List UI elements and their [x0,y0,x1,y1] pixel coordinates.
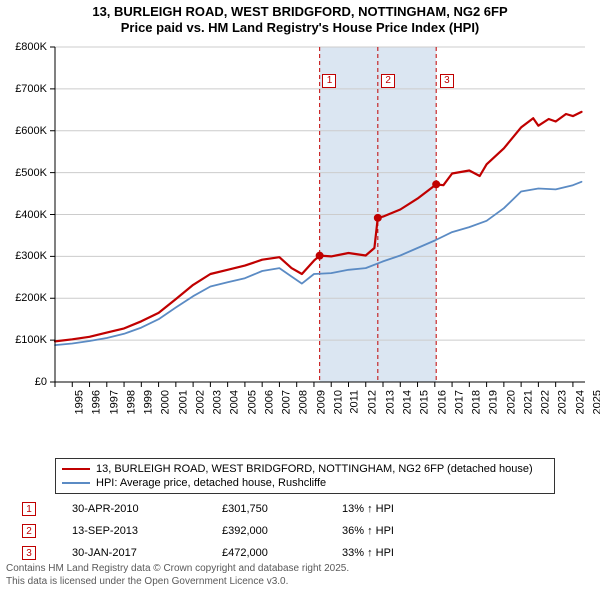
x-tick-label: 2012 [367,390,379,414]
sale-price: £301,750 [222,503,342,515]
x-tick-label: 1997 [108,390,120,414]
x-tick-label: 2009 [315,390,327,414]
sale-date: 30-JAN-2017 [72,547,222,559]
y-tick-label: £700K [0,83,47,95]
x-tick-label: 2005 [246,390,258,414]
y-tick-label: £800K [0,41,47,53]
x-tick-label: 2024 [574,390,586,414]
x-tick-label: 2007 [281,390,293,414]
legend-label: HPI: Average price, detached house, Rush… [96,477,326,489]
footer-line-2: This data is licensed under the Open Gov… [6,576,349,589]
x-tick-label: 2023 [557,390,569,414]
chart-sale-badge: 3 [440,74,454,88]
y-tick-label: £200K [0,292,47,304]
chart-sale-badge: 1 [322,74,336,88]
title-line-1: 13, BURLEIGH ROAD, WEST BRIDGFORD, NOTTI… [0,4,600,20]
legend-item: 13, BURLEIGH ROAD, WEST BRIDGFORD, NOTTI… [62,462,548,476]
sales-table: 1 30-APR-2010£301,75013% ↑ HPI 2 13-SEP-201… [22,498,462,564]
x-tick-label: 2001 [177,390,189,414]
y-tick-label: £0 [0,376,47,388]
sale-row: 1 30-APR-2010£301,75013% ↑ HPI [22,498,462,520]
y-tick-label: £100K [0,334,47,346]
x-tick-label: 2019 [488,390,500,414]
x-tick-label: 2025 [591,390,600,414]
x-tick-label: 2002 [194,390,206,414]
title-line-2: Price paid vs. HM Land Registry's House … [0,20,600,36]
x-tick-label: 1999 [143,390,155,414]
x-tick-label: 2014 [401,390,413,414]
sale-diff: 33% ↑ HPI [342,547,462,559]
x-tick-label: 1995 [73,390,85,414]
sale-price: £392,000 [222,525,342,537]
footer-attribution: Contains HM Land Registry data © Crown c… [6,563,349,588]
y-tick-label: £600K [0,125,47,137]
x-tick-label: 2013 [384,390,396,414]
series-marker [316,252,324,260]
sale-date: 13-SEP-2013 [72,525,222,537]
x-tick-label: 2015 [419,390,431,414]
x-tick-label: 2021 [522,390,534,414]
x-tick-label: 1998 [125,390,137,414]
y-tick-label: £500K [0,167,47,179]
legend: 13, BURLEIGH ROAD, WEST BRIDGFORD, NOTTI… [55,458,555,494]
series-hpi [55,182,582,345]
x-tick-label: 2022 [540,390,552,414]
chart-area: £0 £100K £200K £300K £400K £500K £600K £700K £80… [0,42,600,457]
x-tick-label: 2000 [160,390,172,414]
chart-sale-badge: 2 [381,74,395,88]
x-tick-label: 2008 [298,390,310,414]
legend-item: HPI: Average price, detached house, Rush… [62,476,548,490]
sale-diff: 36% ↑ HPI [342,525,462,537]
series-property [55,112,582,342]
x-tick-label: 2003 [212,390,224,414]
sale-badge: 2 [22,524,36,538]
x-tick-label: 1996 [91,390,103,414]
sale-date: 30-APR-2010 [72,503,222,515]
x-tick-label: 2016 [436,390,448,414]
x-tick-label: 2020 [505,390,517,414]
y-tick-label: £400K [0,209,47,221]
x-tick-label: 2011 [349,390,361,414]
sale-badge: 3 [22,546,36,560]
sale-badge: 1 [22,502,36,516]
legend-swatch [62,468,90,470]
sale-row: 2 13-SEP-2013£392,00036% ↑ HPI [22,520,462,542]
chart-figure: 13, BURLEIGH ROAD, WEST BRIDGFORD, NOTTI… [0,0,600,590]
sale-price: £472,000 [222,547,342,559]
sale-row: 3 30-JAN-2017£472,00033% ↑ HPI [22,542,462,564]
sale-diff: 13% ↑ HPI [342,503,462,515]
y-tick-label: £300K [0,250,47,262]
x-tick-label: 2017 [453,390,465,414]
footer-line-1: Contains HM Land Registry data © Crown c… [6,563,349,576]
x-tick-label: 2018 [471,390,483,414]
chart-title: 13, BURLEIGH ROAD, WEST BRIDGFORD, NOTTI… [0,0,600,37]
x-tick-label: 2006 [263,390,275,414]
legend-swatch [62,482,90,484]
x-tick-label: 2010 [332,390,344,414]
series-marker [374,214,382,222]
x-tick-label: 2004 [229,390,241,414]
legend-label: 13, BURLEIGH ROAD, WEST BRIDGFORD, NOTTI… [96,463,533,475]
series-marker [432,180,440,188]
